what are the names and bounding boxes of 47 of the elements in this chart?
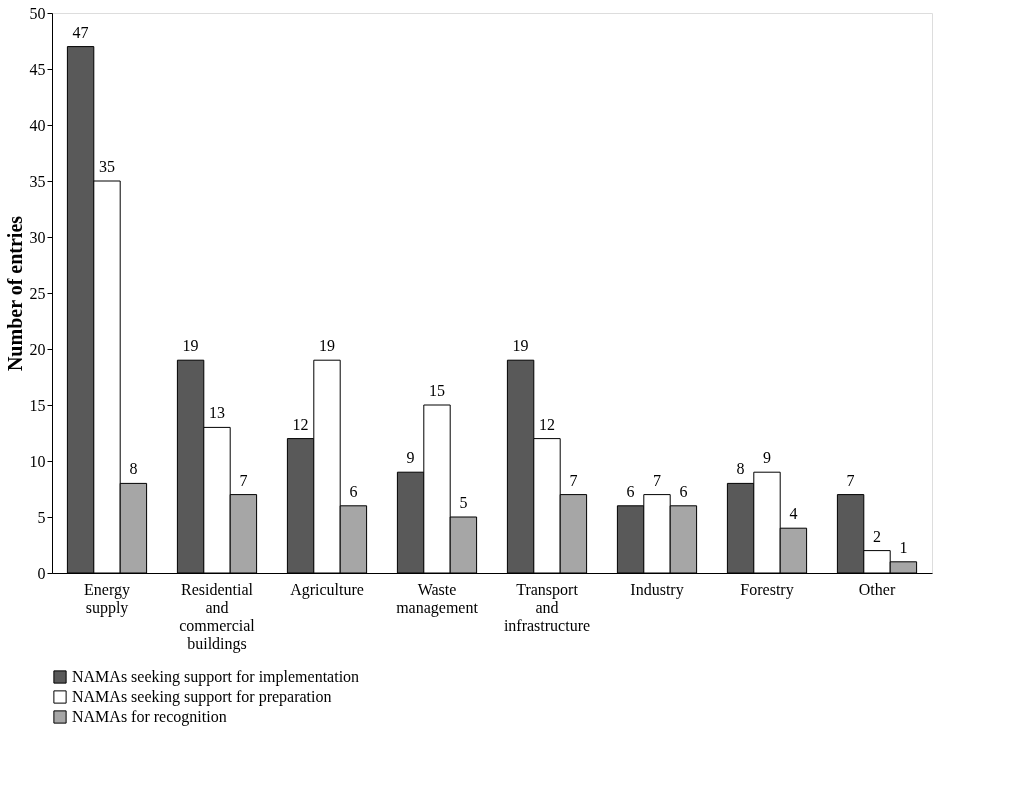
data-label: 7 [239, 471, 248, 489]
data-label: 9 [406, 449, 415, 467]
x-tick-label: Forestry [740, 580, 794, 599]
x-tick-label: Industry [630, 580, 684, 599]
data-label: 4 [789, 505, 798, 523]
x-tick-label: Transport and infrastructure [503, 580, 591, 634]
y-tick-label: 35 [29, 172, 46, 190]
legend-label: NAMAs seeking support for preparation [72, 688, 332, 706]
data-label: 7 [569, 471, 578, 489]
data-label: 13 [209, 404, 225, 422]
data-label: 6 [349, 482, 358, 500]
data-label: 19 [512, 337, 529, 355]
y-axis-title: Number of entries [3, 215, 26, 372]
data-label: 6 [679, 482, 688, 500]
legend-label: NAMAs for recognition [72, 708, 227, 726]
data-label: 8 [129, 460, 138, 478]
y-tick-label: 30 [29, 228, 46, 246]
data-label: 7 [846, 471, 855, 489]
x-tick-label: Energy supply [84, 580, 130, 617]
data-label: 5 [459, 494, 468, 511]
y-tick-label: 0 [37, 564, 46, 582]
data-label: 9 [763, 449, 771, 467]
x-tick-label: Agriculture [290, 580, 364, 599]
y-tick-label: 25 [29, 284, 46, 302]
x-tick-label: Other [858, 580, 896, 598]
y-tick-label: 5 [37, 508, 46, 526]
x-tick-label: Waste management [396, 580, 479, 617]
data-label: 19 [182, 337, 199, 355]
legend-label: NAMAs seeking support for implementation [72, 668, 360, 686]
data-label: 15 [429, 382, 445, 399]
data-label: 19 [319, 337, 335, 355]
x-tick-label: Residential and commercial buildings [179, 580, 256, 653]
data-label: 12 [539, 415, 555, 433]
y-tick-label: 40 [29, 116, 46, 134]
y-tick-label: 50 [29, 4, 46, 22]
y-tick-label: 45 [29, 60, 46, 78]
data-label: 7 [653, 471, 661, 489]
data-label: 8 [736, 460, 745, 478]
data-label: 47 [72, 23, 89, 41]
data-label: 6 [626, 482, 635, 500]
data-label: 35 [99, 158, 115, 175]
data-label: 2 [873, 527, 881, 545]
y-tick-label: 10 [29, 452, 46, 470]
y-tick-label: 15 [29, 396, 46, 414]
data-label: 1 [899, 538, 908, 556]
data-label: 12 [292, 415, 309, 433]
y-tick-label: 20 [29, 340, 46, 358]
